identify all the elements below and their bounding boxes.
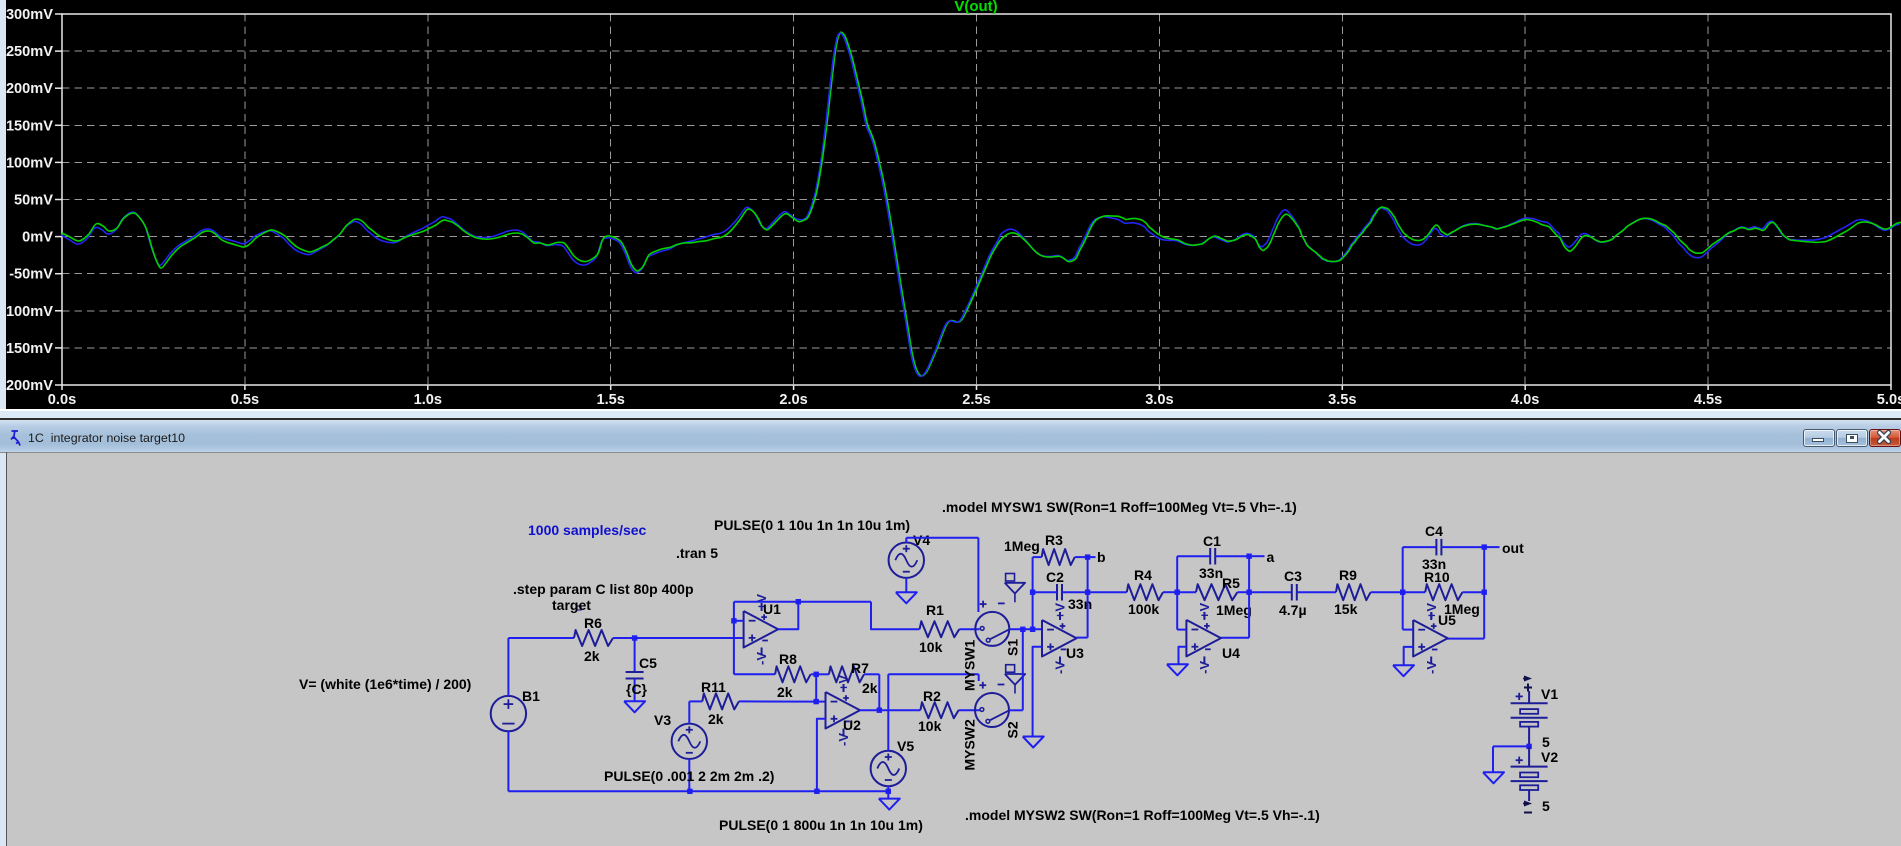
svg-text:1Meg: 1Meg (1216, 602, 1252, 618)
svg-text:U2: U2 (843, 717, 861, 733)
svg-text:V3: V3 (654, 712, 671, 728)
svg-text:4.7µ: 4.7µ (1279, 602, 1307, 618)
svg-text:-150mV: -150mV (1, 341, 53, 357)
svg-text:PULSE(0 1 10u 1n 1n 10u 1m): PULSE(0 1 10u 1n 1n 10u 1m) (714, 517, 910, 533)
svg-text:V4: V4 (913, 532, 930, 548)
svg-text:5.0s: 5.0s (1877, 392, 1901, 408)
svg-text:50mV: 50mV (14, 193, 53, 209)
svg-text:U4: U4 (1222, 645, 1240, 661)
svg-text:PULSE(0 1 800u 1n 1n 10u 1m): PULSE(0 1 800u 1n 1n 10u 1m) (719, 817, 923, 833)
svg-text:1.5s: 1.5s (596, 392, 624, 408)
svg-text:R7: R7 (851, 660, 869, 676)
svg-text:+V: +V (1053, 603, 1068, 620)
svg-text:5: 5 (1542, 734, 1550, 750)
svg-text:b: b (1097, 549, 1106, 565)
svg-text:150mV: 150mV (6, 118, 53, 134)
svg-text:0.5s: 0.5s (231, 392, 259, 408)
svg-text:3.5s: 3.5s (1328, 392, 1356, 408)
svg-text:15k: 15k (1334, 601, 1358, 617)
svg-text:C3: C3 (1284, 568, 1302, 584)
svg-text:{C}: {C} (626, 681, 648, 697)
svg-text:300mV: 300mV (6, 7, 53, 23)
svg-text:R9: R9 (1339, 567, 1357, 583)
svg-text:V1: V1 (1541, 686, 1558, 702)
svg-text:4.0s: 4.0s (1511, 392, 1539, 408)
svg-text:-V: -V (1424, 661, 1439, 674)
svg-text:2.5s: 2.5s (962, 392, 990, 408)
svg-text:a: a (1267, 549, 1275, 565)
svg-text:out: out (1502, 540, 1524, 556)
svg-text:R1: R1 (926, 602, 944, 618)
svg-text:33n: 33n (1422, 556, 1446, 572)
svg-text:U3: U3 (1066, 645, 1084, 661)
svg-text:+V: +V (1197, 603, 1212, 620)
svg-text:+V: +V (836, 675, 851, 692)
svg-text:.tran 5: .tran 5 (676, 545, 718, 561)
svg-text:C4: C4 (1425, 523, 1443, 539)
svg-text:V2: V2 (1541, 749, 1558, 765)
svg-text:R8: R8 (779, 651, 797, 667)
svg-text:33n: 33n (1068, 596, 1092, 612)
svg-text:2k: 2k (584, 648, 600, 664)
svg-text:-50mV: -50mV (9, 267, 53, 283)
svg-text:U1: U1 (763, 601, 781, 617)
svg-text:V(out): V(out) (954, 0, 997, 15)
svg-text:100mV: 100mV (6, 155, 53, 171)
svg-text:.model MYSW1 SW(Ron=1 Roff=100: .model MYSW1 SW(Ron=1 Roff=100Meg Vt=.5 … (942, 499, 1297, 515)
svg-text:MYSW2: MYSW2 (962, 719, 978, 771)
svg-text:-200mV: -200mV (1, 378, 53, 394)
svg-text:R2: R2 (923, 688, 941, 704)
svg-text:R4: R4 (1134, 567, 1152, 583)
svg-text:V5: V5 (897, 738, 914, 754)
svg-text:+V: +V (1424, 603, 1439, 620)
svg-text:1000 samples/sec: 1000 samples/sec (528, 522, 647, 538)
svg-text:V= (white (1e6*time) / 200): V= (white (1e6*time) / 200) (299, 676, 471, 692)
svg-text:R11: R11 (701, 679, 726, 695)
svg-text:R5: R5 (1222, 575, 1240, 591)
svg-text:0mV: 0mV (22, 230, 53, 246)
svg-text:B1: B1 (522, 688, 540, 704)
svg-text:R10: R10 (1424, 569, 1450, 585)
svg-text:-V: -V (1197, 661, 1212, 674)
svg-text:-V: -V (1053, 661, 1068, 674)
svg-text:C1: C1 (1203, 533, 1221, 549)
svg-text:10k: 10k (918, 718, 942, 734)
svg-text:-100mV: -100mV (1, 304, 53, 320)
svg-text:100k: 100k (1128, 601, 1159, 617)
svg-text:1.0s: 1.0s (414, 392, 442, 408)
svg-text:C5: C5 (639, 655, 657, 671)
svg-text:3.0s: 3.0s (1145, 392, 1173, 408)
svg-text:250mV: 250mV (6, 44, 53, 60)
svg-text:0.0s: 0.0s (48, 392, 76, 408)
svg-text:target: target (552, 597, 591, 613)
svg-text:S2: S2 (1005, 721, 1021, 738)
svg-text:33n: 33n (1199, 565, 1223, 581)
svg-text:MYSW1: MYSW1 (962, 639, 978, 691)
svg-text:5: 5 (1542, 798, 1550, 814)
svg-text:R3: R3 (1045, 532, 1063, 548)
svg-text:10k: 10k (919, 639, 943, 655)
svg-text:.step param C list 80p 400p: .step param C list 80p 400p (513, 581, 694, 597)
svg-text:R6: R6 (584, 615, 602, 631)
svg-text:2k: 2k (708, 711, 724, 727)
svg-text:-V: -V (754, 652, 769, 665)
svg-text:-V: -V (836, 733, 851, 746)
svg-text:.model MYSW2 SW(Ron=1 Roff=100: .model MYSW2 SW(Ron=1 Roff=100Meg Vt=.5 … (965, 807, 1320, 823)
svg-text:200mV: 200mV (6, 81, 53, 97)
svg-text:S1: S1 (1005, 639, 1021, 656)
svg-text:C2: C2 (1046, 569, 1064, 585)
svg-text:4.5s: 4.5s (1694, 392, 1722, 408)
svg-text:U5: U5 (1438, 612, 1456, 628)
svg-text:1Meg: 1Meg (1444, 601, 1480, 617)
svg-text:PULSE(0 .001 2 2m 2m .2): PULSE(0 .001 2 2m 2m .2) (604, 768, 774, 784)
svg-text:2k: 2k (777, 684, 793, 700)
svg-text:2.0s: 2.0s (779, 392, 807, 408)
svg-text:2k: 2k (862, 680, 878, 696)
svg-text:1Meg: 1Meg (1004, 538, 1040, 554)
